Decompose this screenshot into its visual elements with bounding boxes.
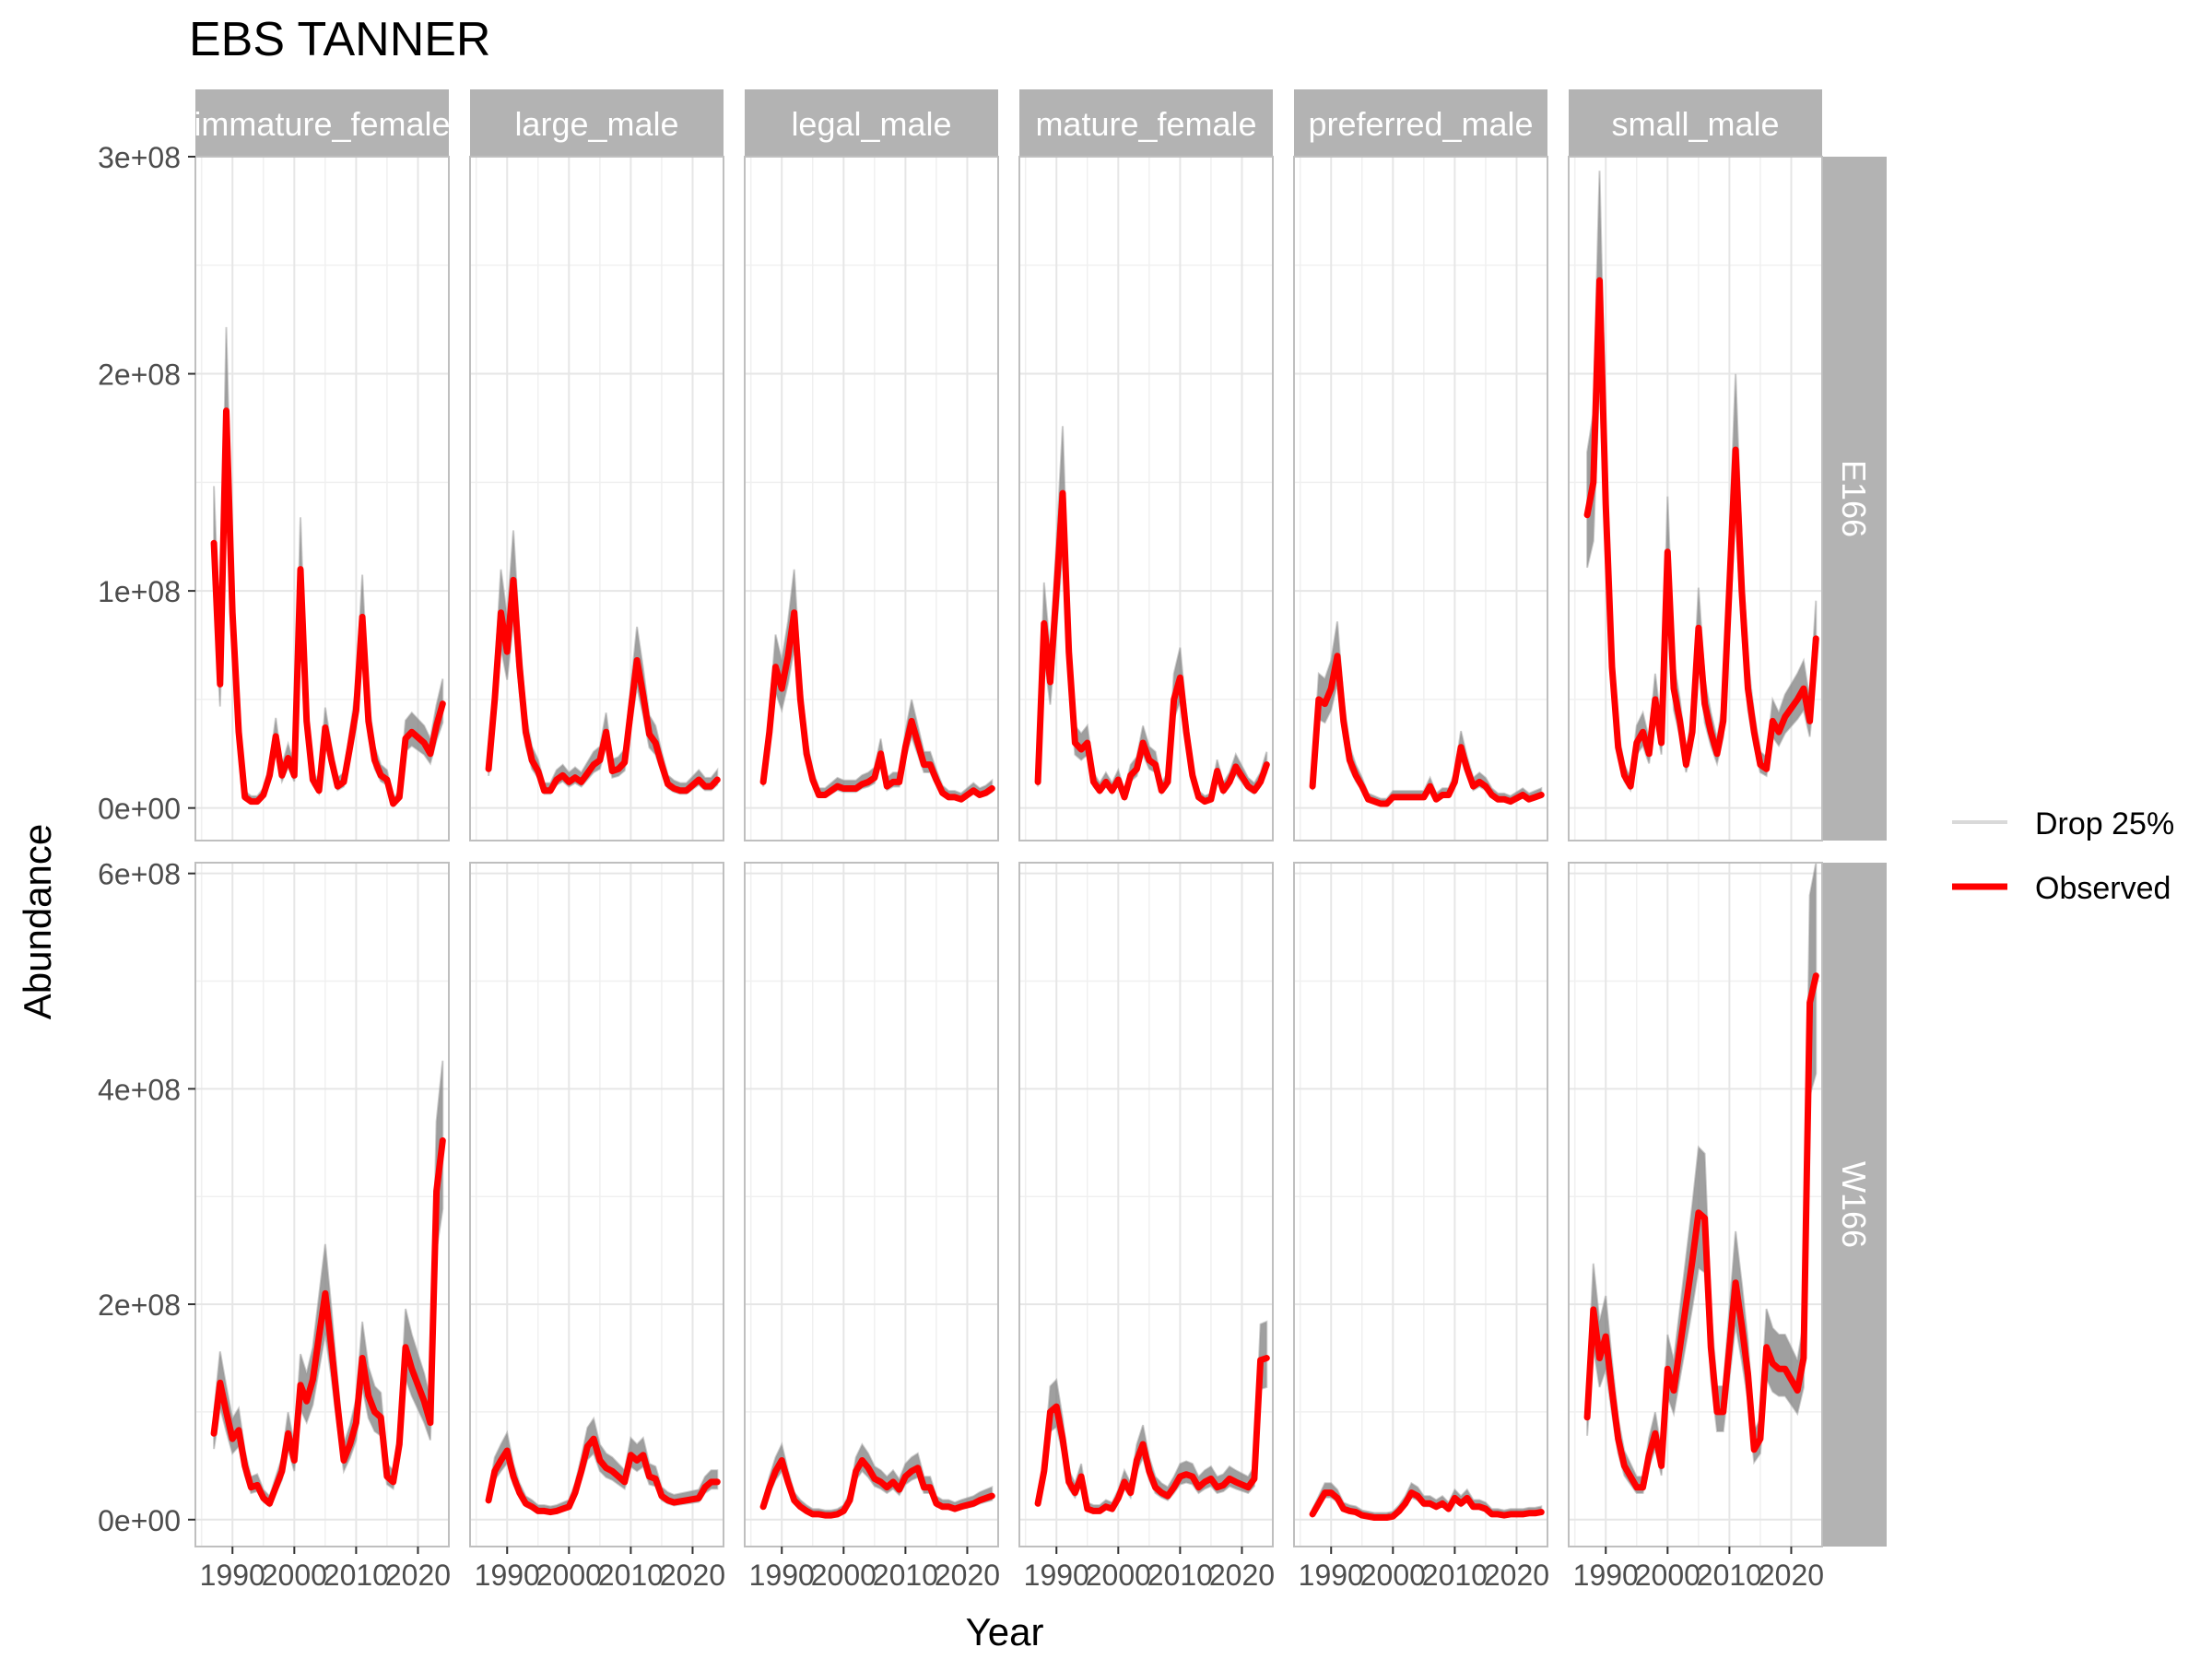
x-tick-label: 1990	[1573, 1559, 1639, 1592]
chart-title: EBS TANNER	[189, 13, 491, 66]
panel-e166-mature-female	[1018, 156, 1274, 841]
facet-strip-large-male	[470, 89, 724, 157]
facet-strip-legal-male	[745, 89, 998, 157]
legend-label-drop-25: Drop 25%	[2035, 806, 2174, 841]
x-tick-label: 2010	[1147, 1559, 1213, 1592]
drop-25-band	[213, 1060, 444, 1508]
x-tick-label: 2010	[598, 1559, 664, 1592]
facet-strip-label: large_male	[514, 105, 678, 143]
facet-strip-label: small_male	[1611, 105, 1779, 143]
panel-w166-immature-female	[194, 862, 450, 1547]
x-tick-label: 2010	[324, 1559, 389, 1592]
facet-strip-immature-female	[195, 89, 449, 157]
facet-row-label: W166	[1835, 1161, 1873, 1248]
panel-border	[1568, 156, 1823, 841]
x-tick-label: 2000	[536, 1559, 602, 1592]
panel-border	[1293, 862, 1548, 1547]
facet-strip-mature-female	[1019, 89, 1273, 157]
facet-strip-label: mature_female	[1035, 105, 1256, 143]
facet-strip-label: immature_female	[194, 105, 450, 143]
x-tick-label: 2020	[1759, 1559, 1824, 1592]
x-tick-label: 2020	[935, 1559, 1000, 1592]
panel-border	[1293, 156, 1548, 841]
x-tick-label: 1990	[200, 1559, 265, 1592]
y-tick-label: 3e+08	[98, 141, 181, 174]
y-tick-label: 0e+00	[98, 793, 181, 826]
observed-line	[485, 576, 721, 794]
y-tick-label: 6e+08	[98, 858, 181, 891]
x-tick-label: 1990	[749, 1559, 815, 1592]
y-axis-label: Abundance	[16, 824, 59, 1020]
x-tick-label: 2020	[1209, 1559, 1275, 1592]
x-tick-label: 2020	[1484, 1559, 1549, 1592]
x-tick-label: 2000	[811, 1559, 877, 1592]
panel-border	[194, 156, 450, 841]
observed-line	[1583, 276, 1819, 790]
x-tick-label: 2010	[1422, 1559, 1488, 1592]
x-tick-label: 1990	[1299, 1559, 1364, 1592]
y-axis: 0e+00 1e+08 2e+08 3e+08 0e+00 2e+08 4e+08 6e+08	[98, 141, 195, 1537]
y-tick-label: 0e+00	[98, 1504, 181, 1537]
observed-line	[210, 407, 446, 807]
x-tick-label: 2020	[385, 1559, 451, 1592]
legend-label-observed: Observed	[2035, 871, 2171, 906]
panel-border	[1018, 862, 1274, 1547]
y-tick-label: 4e+08	[98, 1073, 181, 1106]
x-tick-label: 1990	[475, 1559, 540, 1592]
drop-25-band	[1586, 863, 1818, 1494]
panel-e166-large-male	[469, 156, 724, 841]
facet-row-label: E166	[1835, 460, 1873, 537]
panel-e166-small-male	[1568, 156, 1823, 841]
observed-line	[485, 1435, 721, 1516]
x-tick-label: 2020	[660, 1559, 725, 1592]
panel-border	[1568, 862, 1823, 1547]
x-tick-label: 1990	[1024, 1559, 1089, 1592]
panel-e166-preferred-male	[1293, 156, 1548, 841]
facet-strip-small-male	[1569, 89, 1822, 157]
x-tick-label: 2010	[1697, 1559, 1762, 1592]
x-axis-label: Year	[966, 1610, 1044, 1653]
facet-strip-label: legal_male	[791, 105, 951, 143]
facet-strip-e166	[1822, 157, 1887, 841]
panel-border	[469, 156, 724, 841]
facet-panels: immature_female large_male legal_male matur…	[194, 89, 1887, 1547]
y-tick-label: 1e+08	[98, 575, 181, 608]
panel-w166-mature-female	[1018, 862, 1274, 1547]
legend: Drop 25% Observed	[1952, 806, 2174, 906]
facet-strip-w166	[1822, 863, 1887, 1547]
observed-line	[210, 1137, 446, 1507]
panel-w166-small-male	[1568, 862, 1823, 1547]
drop-25-band	[1312, 621, 1543, 806]
panel-border	[744, 862, 999, 1547]
facet-strip-preferred-male	[1294, 89, 1547, 157]
x-tick-label: 2000	[1635, 1559, 1700, 1592]
panel-e166-immature-female	[194, 156, 450, 841]
observed-line	[1583, 972, 1819, 1491]
observed-line	[1034, 489, 1270, 806]
panel-border	[744, 156, 999, 841]
y-tick-label: 2e+08	[98, 359, 181, 392]
facet-strip-label: preferred_male	[1308, 105, 1533, 143]
panel-border	[194, 862, 450, 1547]
x-tick-label: 2000	[1086, 1559, 1151, 1592]
x-tick-label: 2000	[1360, 1559, 1426, 1592]
panel-w166-legal-male	[744, 862, 999, 1547]
x-tick-label: 2000	[262, 1559, 327, 1592]
observed-line	[759, 1457, 995, 1519]
panel-border	[469, 862, 724, 1547]
observed-line	[1309, 1489, 1545, 1521]
panel-border	[1018, 156, 1274, 841]
panel-e166-legal-male	[744, 156, 999, 841]
observed-line	[759, 609, 995, 803]
observed-line	[1034, 1355, 1270, 1514]
panel-w166-preferred-male	[1293, 862, 1548, 1547]
y-tick-label: 2e+08	[98, 1288, 181, 1322]
observed-line	[1309, 653, 1545, 807]
x-tick-label: 2010	[873, 1559, 938, 1592]
panel-w166-large-male	[469, 862, 724, 1547]
